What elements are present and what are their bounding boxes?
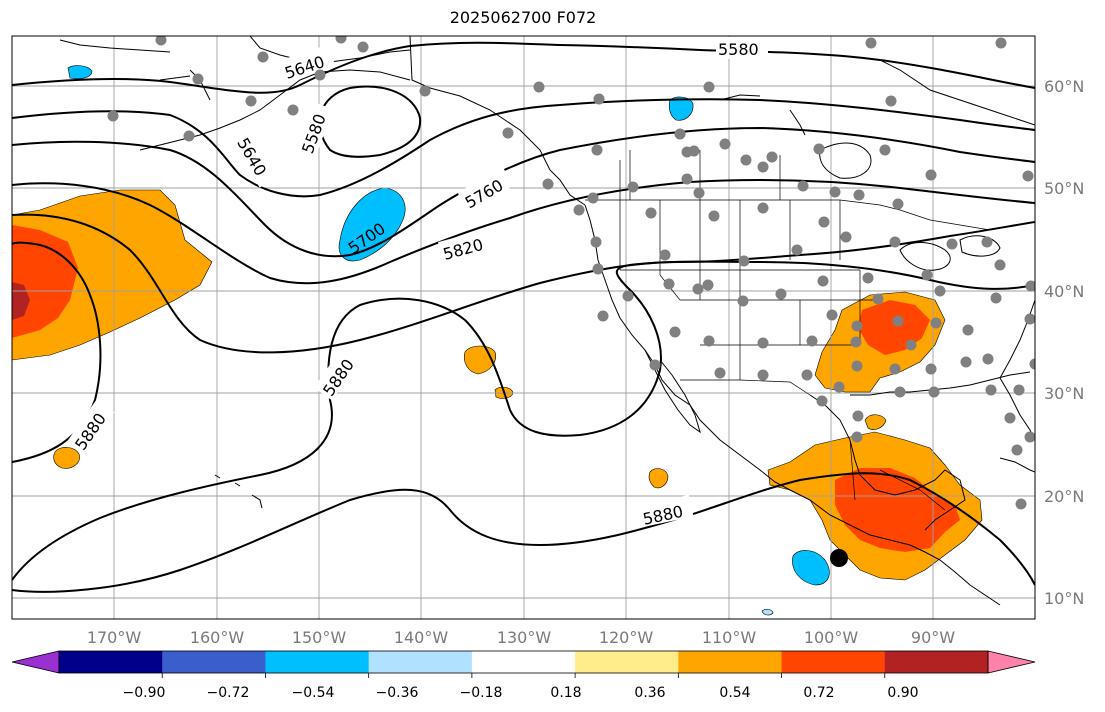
graticule bbox=[12, 36, 1035, 619]
colorbar-segment bbox=[884, 651, 989, 673]
colorbar-outline bbox=[58, 650, 989, 674]
colorbar-segment bbox=[471, 651, 576, 673]
map-frame bbox=[11, 35, 1036, 620]
map-panel: 5640 5580 5640 5580 5700 5760 5820 5880 … bbox=[12, 36, 1035, 619]
lon-label: 160°W bbox=[190, 628, 245, 647]
colorbar-segment bbox=[162, 651, 266, 673]
longitude-labels: 170°W 160°W 150°W 140°W 130°W 120°W 110°… bbox=[87, 628, 955, 647]
latitude-labels: 60°N 50°N 40°N 30°N 20°N 10°N bbox=[1044, 77, 1084, 608]
contour-label: 5580 bbox=[718, 40, 759, 59]
lat-label: 40°N bbox=[1044, 282, 1084, 301]
station-markers bbox=[107, 36, 1035, 510]
colorbar bbox=[11, 650, 1036, 678]
shade-negative-bering bbox=[67, 65, 93, 80]
shade-positive-west bbox=[12, 189, 213, 361]
lon-label: 140°W bbox=[394, 628, 449, 647]
shade-max-west bbox=[12, 282, 30, 320]
lat-label: 20°N bbox=[1044, 487, 1084, 506]
lat-label: 30°N bbox=[1044, 384, 1084, 403]
colorbar-tick-label: −0.36 bbox=[376, 685, 419, 701]
shade-negative-alberta bbox=[668, 96, 694, 121]
colorbar-tick-label: −0.90 bbox=[123, 685, 166, 701]
colorbar-extend-max bbox=[987, 650, 1036, 674]
shade-negative-epac bbox=[792, 550, 830, 586]
colorbar-segment bbox=[781, 651, 886, 673]
map-title: 2025062700 F072 bbox=[449, 8, 597, 27]
colorbar-tick-label: −0.18 bbox=[460, 685, 503, 701]
height-contours bbox=[12, 41, 1035, 593]
colorbar-segment bbox=[368, 651, 473, 673]
colorbar-tick-labels: −0.90 −0.72 −0.54 −0.36 −0.18 0.18 0.36 … bbox=[123, 685, 919, 701]
lon-label: 100°W bbox=[804, 628, 859, 647]
shade-negative-aleutian bbox=[338, 187, 406, 262]
lon-label: 130°W bbox=[497, 628, 552, 647]
lat-label: 60°N bbox=[1044, 77, 1084, 96]
lon-label: 110°W bbox=[702, 628, 757, 647]
lon-label: 90°W bbox=[911, 628, 955, 647]
shade-positive-small-1 bbox=[53, 447, 80, 469]
colorbar-tick-label: −0.54 bbox=[292, 685, 335, 701]
colorbar-tick-label: 0.72 bbox=[803, 685, 834, 701]
colorbar-tick-label: 0.36 bbox=[634, 685, 665, 701]
colorbar-segment bbox=[59, 651, 163, 673]
storm-marker bbox=[830, 549, 848, 567]
colorbar-segment bbox=[575, 651, 679, 673]
coastlines bbox=[59, 36, 1035, 606]
shade-negative-epac-tiny bbox=[761, 608, 774, 616]
colorbar-tick-label: −0.72 bbox=[207, 685, 250, 701]
lon-label: 120°W bbox=[599, 628, 654, 647]
colorbar-tick-label: 0.54 bbox=[719, 685, 750, 701]
colorbar-segment bbox=[265, 651, 370, 673]
shade-high-mexico bbox=[835, 468, 960, 552]
lon-label: 170°W bbox=[87, 628, 142, 647]
colorbar-tick-label: 0.18 bbox=[550, 685, 581, 701]
colorbar-tick-label: 0.90 bbox=[887, 685, 918, 701]
shade-positive-small-4 bbox=[648, 468, 669, 489]
shade-positive-gulf bbox=[864, 414, 887, 430]
colorbar-segment bbox=[678, 651, 783, 673]
lon-label: 150°W bbox=[292, 628, 347, 647]
shade-high-west bbox=[12, 225, 78, 338]
lat-label: 10°N bbox=[1044, 589, 1084, 608]
colorbar-extend-min bbox=[11, 650, 60, 674]
lat-label: 50°N bbox=[1044, 179, 1084, 198]
